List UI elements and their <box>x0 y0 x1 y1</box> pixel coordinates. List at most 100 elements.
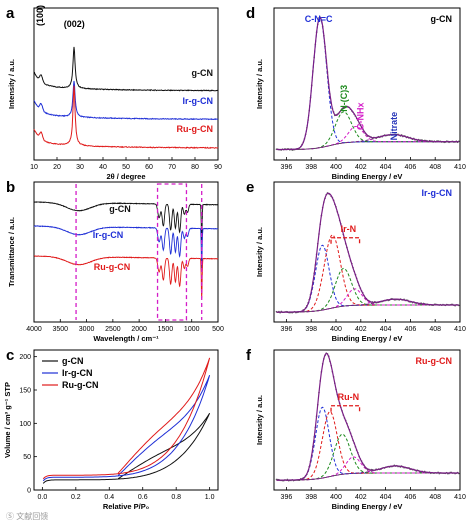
x-tick-label: 50 <box>122 164 130 171</box>
x-tick-label: 398 <box>305 326 317 333</box>
series-line-g-CN <box>33 201 219 245</box>
series-line-Ir-g-CN <box>33 225 219 269</box>
x-tick-label: 410 <box>454 326 466 333</box>
x-tick-label: 400 <box>330 494 342 501</box>
panel-c-frame <box>33 349 219 491</box>
series-line-Ru-g-CN <box>34 255 219 299</box>
peak-label-100: (100) <box>35 5 45 26</box>
x-tick-label: 396 <box>281 326 293 333</box>
x-tick-label: 404 <box>380 494 392 501</box>
series-line-Ir-g-CN <box>33 80 219 121</box>
x-tick-label: 20 <box>53 164 61 171</box>
legend-Ir-g-CN: Ir-g-CN <box>62 368 93 378</box>
fit-envelope <box>276 192 459 313</box>
x-tick-label: 402 <box>355 494 367 501</box>
sample-label: Ir-g-CN <box>422 188 453 198</box>
panel-b-frame <box>33 181 219 323</box>
y-tick-label: 100 <box>19 421 31 428</box>
x-axis-label: Relative P/P₀ <box>103 502 149 511</box>
y-axis-label: Volume / cm³ g⁻¹ STP <box>3 382 12 458</box>
x-tick-label: 410 <box>454 164 466 171</box>
isotherm-Ir-g-CN <box>42 375 211 482</box>
x-tick-label: 406 <box>405 164 417 171</box>
background-line <box>276 472 459 481</box>
x-tick-label: 1000 <box>184 326 200 333</box>
component-3 <box>276 134 459 150</box>
bracket-label: Ir-N <box>341 224 357 234</box>
watermark: Ⓢ 文献回馈 <box>6 511 48 521</box>
panel-label-a: a <box>6 5 15 22</box>
y-axis-label: Intensity / a.u. <box>255 227 264 277</box>
x-tick-label: 2500 <box>105 326 121 333</box>
x-tick-label: 410 <box>454 494 466 501</box>
isotherm-Ru-g-CN <box>42 357 211 480</box>
x-tick-label: 40 <box>99 164 107 171</box>
legend-Ru-g-CN: Ru-g-CN <box>62 380 99 390</box>
sample-label: g-CN <box>431 14 453 24</box>
x-tick-label: 406 <box>405 326 417 333</box>
legend-Ru-g-CN: Ru-g-CN <box>177 124 214 134</box>
x-tick-label: 396 <box>281 164 293 171</box>
background-line <box>276 304 459 313</box>
component-2 <box>276 126 459 150</box>
x-tick-label: 3000 <box>79 326 95 333</box>
legend-g-CN: g-CN <box>109 204 131 214</box>
legend-g-CN: g-CN <box>192 68 214 78</box>
peak-label-002: (002) <box>64 19 85 29</box>
panel-f-frame <box>273 349 461 491</box>
x-tick-label: 408 <box>429 326 441 333</box>
x-tick-label: 400 <box>330 326 342 333</box>
y-axis-label: Transmittance / a.u. <box>7 217 16 287</box>
panel-label-c: c <box>6 347 14 364</box>
component-4 <box>276 298 459 313</box>
series-line-Ru-g-CN <box>33 85 219 149</box>
x-tick-label: 398 <box>305 494 317 501</box>
y-tick-label: 200 <box>19 354 31 361</box>
x-axis-label: 2θ / degree <box>106 172 145 181</box>
x-tick-label: 398 <box>305 164 317 171</box>
y-axis-label: Intensity / a.u. <box>255 59 264 109</box>
x-tick-label: 408 <box>429 164 441 171</box>
panel-d-frame <box>273 7 461 161</box>
panel-e-frame <box>273 181 461 323</box>
x-tick-label: 0.4 <box>104 494 114 501</box>
x-tick-label: 2000 <box>131 326 147 333</box>
x-tick-label: 1500 <box>158 326 174 333</box>
panel-label-d: d <box>246 5 255 22</box>
panel-a-frame <box>33 7 219 161</box>
panel-label-f: f <box>246 347 252 364</box>
x-tick-label: 0.2 <box>71 494 81 501</box>
x-tick-label: 3500 <box>52 326 68 333</box>
x-tick-label: 0.0 <box>37 494 47 501</box>
x-tick-label: 400 <box>330 164 342 171</box>
x-tick-label: 402 <box>355 164 367 171</box>
x-tick-label: 30 <box>76 164 84 171</box>
data-points <box>275 192 460 314</box>
x-tick-label: 60 <box>145 164 153 171</box>
bracket-line <box>330 237 361 244</box>
x-axis-label: Wavelength / cm⁻¹ <box>93 334 159 343</box>
x-tick-label: 10 <box>30 164 38 171</box>
data-points <box>275 16 460 151</box>
x-tick-label: 408 <box>429 494 441 501</box>
bracket-label: Ru-N <box>338 392 360 402</box>
peak-label-nitrate: Nitrate <box>389 112 399 141</box>
x-axis-label: Binding Energy / eV <box>332 172 403 181</box>
x-tick-label: 396 <box>281 494 293 501</box>
x-tick-label: 404 <box>380 326 392 333</box>
y-axis-label: Intensity / a.u. <box>255 395 264 445</box>
component-4 <box>276 465 459 481</box>
isotherm-g-CN <box>42 412 211 484</box>
x-tick-label: 4000 <box>26 326 42 333</box>
component-1 <box>276 111 459 150</box>
y-axis-label: Intensity / a.u. <box>7 59 16 109</box>
fit-envelope <box>276 16 459 151</box>
sample-label: Ru-g-CN <box>416 356 453 366</box>
panel-label-b: b <box>6 179 15 196</box>
peak-label-cnc: C-N=C <box>305 14 333 24</box>
peak-label-nc3: N-(C)3 <box>339 85 349 112</box>
x-axis-label: Binding Energy / eV <box>332 502 403 511</box>
y-tick-label: 150 <box>19 388 31 395</box>
x-tick-label: 406 <box>405 494 417 501</box>
